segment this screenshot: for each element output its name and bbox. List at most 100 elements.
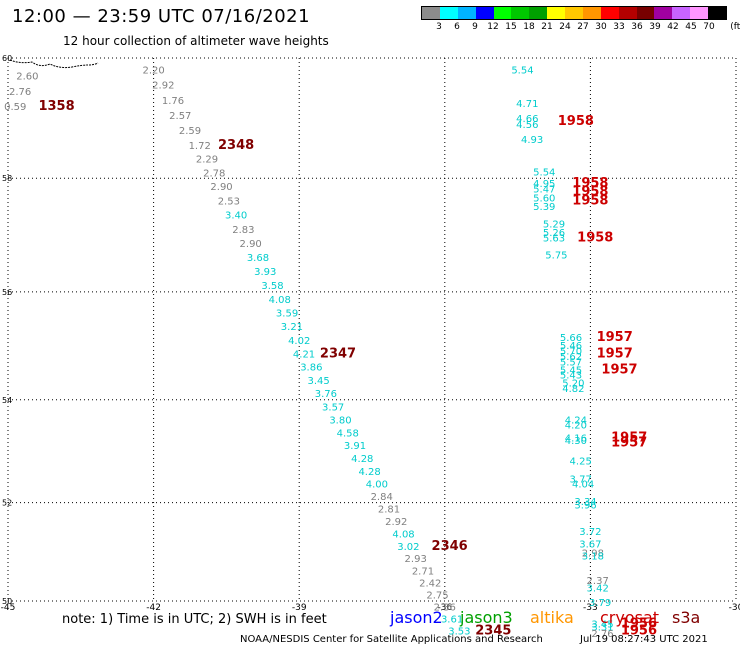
color-swatch [672,7,691,19]
wave-height-value: 3.93 [254,267,276,278]
y-tick-label: 58 [2,174,12,183]
color-scale-label: 45 [685,22,697,32]
color-scale-label: 21 [541,22,553,32]
wave-height-value: 4.93 [521,135,543,146]
time-label: 2348 [218,138,254,153]
color-scale-label: 15 [505,22,517,32]
wave-height-value: 4.28 [358,467,380,478]
wave-height-value: 5.66 [560,333,582,344]
wave-height-value: 5.75 [545,250,567,261]
wave-height-value: 5.29 [543,219,565,230]
wave-height-value: 5.54 [533,167,555,178]
wave-height-value: 5.70 [560,347,582,358]
wave-height-value: 5.46 [560,341,582,352]
greenland-coast [9,59,99,69]
wave-height-value: 3.42 [587,583,609,594]
wave-height-value: 2.81 [378,505,400,516]
wave-height-value: 2.83 [232,225,254,236]
wave-height-value: 3.40 [225,211,247,222]
wave-height-value: 4.02 [288,336,310,347]
time-label: 1957 [597,346,633,361]
time-label: 1956 [621,623,657,638]
y-tick-label: 52 [2,499,12,508]
time-label: 1358 [38,99,74,114]
color-scale-label: 30 [595,22,607,32]
legend-jason2: jason2 [390,608,443,627]
wave-height-value: 5.26 [543,228,565,239]
color-swatch [457,7,476,19]
page-subtitle: 12 hour collection of altimeter wave hei… [63,34,329,48]
time-label: 2347 [320,346,356,361]
axis-ticks: -45 -42 -39 -36 -33 -30 60 58 56 54 52 50 [1,54,740,613]
wave-height-value: 2.76 [9,87,31,98]
x-tick-label: -45 [1,603,16,613]
wave-height-value: 3.72 [579,527,601,538]
wave-height-value: 4.30 [565,436,587,447]
time-label: 1958 [558,114,594,129]
wave-height-value: 3.02 [397,542,419,553]
color-swatch [600,7,619,19]
wave-height-value: 4.20 [565,421,587,432]
wave-height-value: 2.59 [179,126,201,137]
color-swatch [654,7,673,19]
wave-height-value: 3.58 [261,281,283,292]
color-swatch [493,7,512,19]
wave-height-value: 3.45 [307,376,329,387]
wave-height-value: 2.93 [405,554,427,565]
color-scale-label: 39 [649,22,661,32]
color-scale-bar [421,6,727,20]
time-label: 1957 [597,330,633,345]
color-scale-label: 24 [559,22,571,32]
time-label: 2345 [475,623,511,638]
wave-height-value: 4.04 [572,480,594,491]
map-grid [7,57,737,602]
wave-height-value: 2.84 [371,492,393,503]
wave-height-value: 4.95 [533,179,555,190]
color-swatch [582,7,601,19]
x-tick-label: -42 [146,603,161,613]
color-scale-label: 18 [523,22,535,32]
wave-height-value: 3.18 [582,552,604,563]
time-label: 1958 [577,230,613,245]
color-scale-label: 3 [436,22,442,32]
wave-height-value: 4.28 [351,454,373,465]
wave-height-value: 2.76 [591,629,613,640]
x-tick-label: -39 [292,603,307,613]
wave-height-value: 5.57 [560,357,582,368]
wave-height-value: 5.43 [560,371,582,382]
wave-height-value: 3.61 [441,615,463,626]
wave-height-value: 5.47 [533,185,555,196]
color-swatch [708,7,726,19]
wave-height-value: 3.79 [589,598,611,609]
color-swatch [475,7,494,19]
wave-height-value: 3.31 [591,623,613,634]
wave-height-value: 4.25 [570,457,592,468]
wave-height-value: 5.63 [543,233,565,244]
wave-height-value: 5.54 [511,65,533,76]
wave-height-value: 2.92 [152,81,174,92]
wave-height-value: 4.16 [565,434,587,445]
wave-height-value: 3.57 [322,402,344,413]
color-swatch [529,7,548,19]
wave-height-value: 0.59 [4,102,26,113]
legend-altika: altika [530,608,574,627]
time-label: 1957 [611,436,647,451]
color-swatch [547,7,565,19]
wave-height-value: 4.08 [269,295,291,306]
wave-height-value: 1.72 [189,141,211,152]
x-tick-label: -36 [437,603,452,613]
wave-height-value: 2.60 [16,72,38,83]
coastline [9,59,99,69]
page-title: 12:00 — 23:59 UTC 07/16/2021 [12,6,311,27]
wave-height-value: 2.90 [240,239,262,250]
wave-height-value: 4.71 [516,99,538,110]
wave-height-value: 4.58 [337,428,359,439]
wave-height-labels: 2.60 2.76 0.59 1358 2.20 2.92 1.76 2.57 2.59 1.72… [4,65,657,639]
wave-height-value: 5.20 [562,379,584,390]
wave-height-value: 3.21 [281,322,303,333]
wave-height-value: 2.57 [169,111,191,122]
wave-height-value: 2.36 [434,603,456,614]
y-tick-label: 54 [2,396,12,405]
color-swatch [618,7,637,19]
